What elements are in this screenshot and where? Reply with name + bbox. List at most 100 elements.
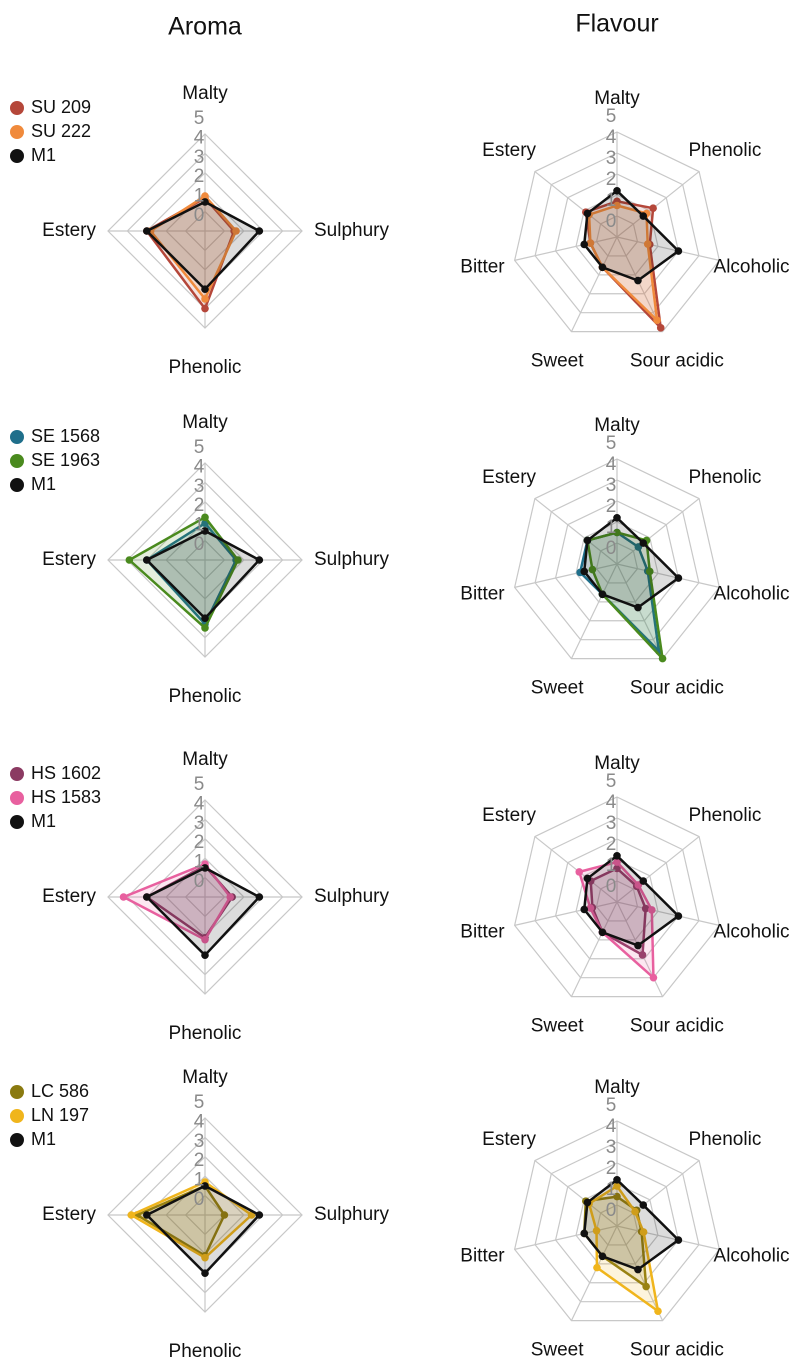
radar-chart: Malty Sulphury Phenolic Estery LC 586 LN 197 M… bbox=[10, 1067, 389, 1362]
axis-label: Estery bbox=[42, 220, 96, 241]
tick-label: 1 bbox=[194, 515, 205, 536]
tick-label: 5 bbox=[194, 437, 205, 458]
tick-label: 0 bbox=[606, 876, 617, 897]
axis-label: Sour acidic bbox=[630, 1015, 724, 1036]
data-point bbox=[201, 285, 209, 294]
legend-marker bbox=[10, 1085, 24, 1099]
tick-label: 0 bbox=[194, 871, 205, 892]
data-point bbox=[580, 905, 589, 914]
data-point bbox=[613, 1182, 621, 1190]
data-point bbox=[234, 556, 242, 564]
data-point bbox=[634, 941, 642, 950]
axis-label: Malty bbox=[182, 83, 228, 104]
tick-label: 2 bbox=[194, 1150, 205, 1171]
legend-marker bbox=[10, 1109, 24, 1123]
data-point bbox=[220, 1211, 229, 1219]
axis-label: Malty bbox=[594, 753, 640, 774]
tick-label: 0 bbox=[606, 538, 617, 559]
tick-label: 3 bbox=[606, 148, 617, 169]
tick-label: 1 bbox=[606, 1179, 617, 1200]
axis-label: Sweet bbox=[531, 1339, 585, 1360]
axis-label: Sulphury bbox=[314, 220, 389, 241]
axis-label: Phenolic bbox=[169, 357, 242, 378]
data-point bbox=[674, 247, 683, 255]
tick-label: 3 bbox=[606, 475, 617, 496]
data-point bbox=[613, 528, 621, 537]
spoke bbox=[616, 901, 720, 926]
spoke bbox=[570, 236, 618, 332]
grid-ring bbox=[554, 173, 680, 295]
spoke bbox=[616, 1225, 720, 1250]
axis-label: Malty bbox=[594, 415, 640, 436]
axis-label: Phenolic bbox=[169, 1023, 242, 1044]
radar-chart: Malty Sulphury Phenolic Estery SU 209 SU 222 M… bbox=[10, 83, 389, 378]
axis-label: Estery bbox=[482, 140, 536, 161]
axis-label: Estery bbox=[482, 805, 536, 826]
data-point bbox=[201, 198, 209, 206]
data-point bbox=[613, 858, 621, 866]
spoke bbox=[616, 236, 720, 261]
data-point bbox=[653, 316, 661, 325]
radar-chart: Malty Phenolic Alcoholic Sour acidic Sweet Bi… bbox=[460, 88, 789, 371]
series-area bbox=[582, 854, 680, 947]
spoke bbox=[616, 563, 720, 588]
tick-label: 5 bbox=[194, 108, 205, 129]
series-area bbox=[582, 1178, 680, 1271]
data-point bbox=[639, 212, 648, 220]
legend-label: M1 bbox=[31, 145, 56, 165]
data-point bbox=[658, 654, 667, 663]
legend-label: SU 222 bbox=[31, 121, 91, 141]
tick-label: 2 bbox=[606, 1158, 617, 1179]
grid-ring bbox=[554, 838, 680, 960]
data-point bbox=[201, 527, 209, 535]
data-point bbox=[649, 973, 658, 982]
tick-label: 5 bbox=[606, 771, 617, 792]
grid-ring bbox=[534, 479, 700, 641]
radar-chart: Malty Sulphury Phenolic Estery SE 1568 SE 196… bbox=[10, 412, 389, 707]
axis-label: Sulphury bbox=[314, 886, 389, 907]
tick-label: 0 bbox=[606, 211, 617, 232]
data-point bbox=[613, 1192, 621, 1201]
data-point bbox=[674, 1236, 683, 1244]
data-point bbox=[255, 227, 264, 235]
tick-label: 1 bbox=[606, 190, 617, 211]
data-point bbox=[586, 239, 595, 247]
tick-label: 4 bbox=[194, 793, 205, 814]
axis-label: Bitter bbox=[460, 1246, 505, 1267]
legend-label: LN 197 bbox=[31, 1105, 89, 1125]
data-point bbox=[648, 906, 656, 914]
spoke bbox=[514, 901, 618, 926]
axis-label: Malty bbox=[182, 749, 228, 770]
data-point bbox=[634, 1265, 642, 1274]
data-point bbox=[649, 204, 657, 212]
tick-label: 3 bbox=[194, 1131, 205, 1152]
axis-label: Bitter bbox=[460, 584, 505, 605]
data-point bbox=[598, 928, 607, 937]
tick-label: 3 bbox=[606, 1137, 617, 1158]
tick-label: 1 bbox=[194, 852, 205, 873]
axis-label: Sweet bbox=[531, 677, 585, 698]
tick-label: 5 bbox=[194, 774, 205, 795]
data-point bbox=[645, 567, 654, 576]
tick-label: 2 bbox=[194, 832, 205, 853]
spoke bbox=[534, 836, 618, 903]
grid-ring bbox=[595, 542, 639, 584]
axis-label: Phenolic bbox=[169, 686, 242, 707]
data-point bbox=[255, 556, 264, 564]
data-point bbox=[613, 514, 621, 522]
axis-label: Sulphury bbox=[314, 549, 389, 570]
tick-label: 3 bbox=[194, 147, 205, 168]
axis-label: Phenolic bbox=[169, 1341, 242, 1362]
tick-label: 5 bbox=[606, 1095, 617, 1116]
data-point bbox=[634, 603, 642, 612]
data-point bbox=[586, 904, 595, 912]
tick-label: 5 bbox=[606, 106, 617, 127]
axis-label: Estery bbox=[482, 1129, 536, 1150]
tick-label: 4 bbox=[194, 456, 205, 477]
data-point bbox=[201, 951, 209, 959]
data-point bbox=[201, 864, 209, 872]
tick-label: 2 bbox=[194, 495, 205, 516]
data-point bbox=[598, 590, 607, 599]
data-point bbox=[201, 624, 209, 632]
